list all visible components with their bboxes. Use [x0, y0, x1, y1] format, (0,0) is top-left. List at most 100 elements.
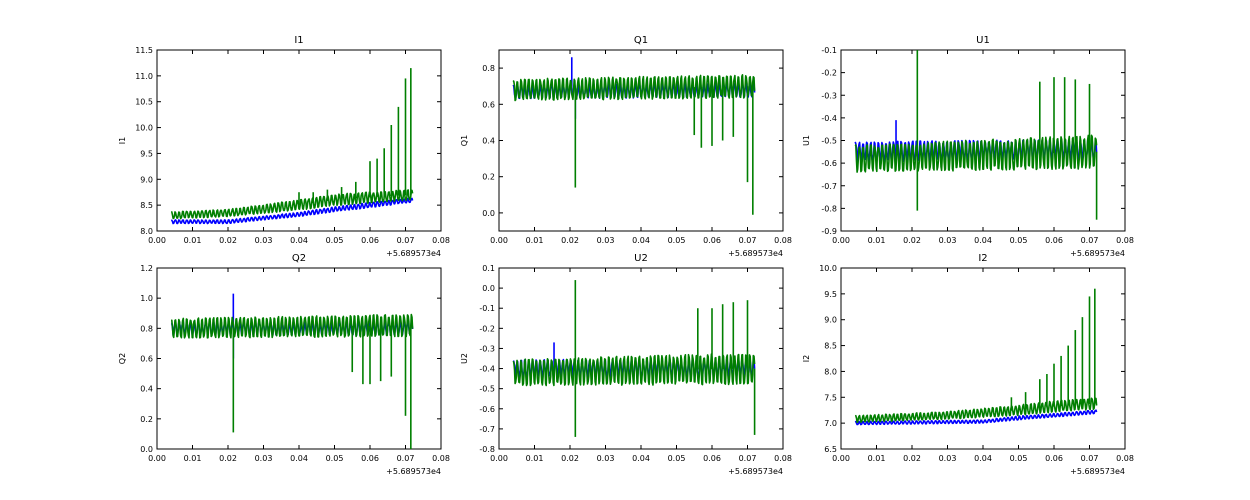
subplot-title: I1	[294, 35, 303, 46]
x-tick-label: 0.00	[148, 236, 166, 245]
y-axis-label: U2	[460, 353, 469, 364]
x-tick-label: 0.05	[668, 236, 686, 245]
y-tick-label: 10.0	[819, 264, 837, 273]
plot-area	[156, 267, 442, 450]
y-tick-label: 0.8	[140, 324, 153, 333]
x-tick-label: 0.04	[632, 236, 650, 245]
x-offset-label: +5.689573e4	[386, 249, 441, 258]
x-tick-label: 0.01	[526, 454, 544, 463]
x-tick-label: 0.08	[1116, 454, 1134, 463]
y-axis-label: U1	[802, 135, 811, 146]
y-tick-label: 0.4	[140, 385, 153, 394]
x-offset-label: +5.689573e4	[728, 249, 783, 258]
subplot-q1: 0.00 0.01 0.02 0.03 0.04 0.05 0.06 0.07 0.08 0.0 0…	[460, 35, 792, 258]
y-axis-label: Q1	[460, 135, 469, 146]
x-tick-label: 0.00	[832, 454, 850, 463]
x-tick-label: 0.04	[632, 454, 650, 463]
x-tick-label: 0.03	[597, 454, 615, 463]
y-tick-label: -0.3	[479, 344, 495, 353]
y-tick-label: 11.0	[135, 72, 153, 81]
y-tick-label: -0.4	[479, 365, 495, 374]
x-tick-label: 0.05	[1010, 454, 1028, 463]
x-tick-label: 0.01	[868, 236, 886, 245]
y-tick-label: 8.0	[140, 227, 153, 236]
x-tick-label: 0.01	[526, 236, 544, 245]
x-tick-label: 0.04	[974, 236, 992, 245]
y-tick-label: 0.0	[482, 209, 495, 218]
subplot-q2: 0.00 0.01 0.02 0.03 0.04 0.05 0.06 0.07 0.08 0.0 0…	[118, 253, 450, 476]
y-tick-label: 0.4	[482, 137, 495, 146]
plot-area	[498, 49, 784, 232]
y-tick-label: 10.0	[135, 124, 153, 133]
x-tick-label: 0.03	[939, 454, 957, 463]
y-tick-label: 7.0	[824, 419, 837, 428]
x-tick-label: 0.07	[1081, 236, 1099, 245]
x-tick-label: 0.08	[1116, 236, 1134, 245]
x-tick-label: 0.07	[739, 454, 757, 463]
subplot-i2: 0.00 0.01 0.02 0.03 0.04 0.05 0.06 0.07 0.08 6.5 7…	[802, 253, 1134, 476]
y-tick-label: -0.9	[821, 227, 837, 236]
x-tick-label: 0.00	[148, 454, 166, 463]
y-tick-label: -0.8	[821, 204, 837, 213]
x-tick-label: 0.04	[290, 236, 308, 245]
y-tick-label: 0.6	[140, 355, 153, 364]
x-tick-label: 0.03	[255, 454, 273, 463]
x-tick-label: 0.06	[703, 454, 721, 463]
x-tick-label: 0.05	[668, 454, 686, 463]
y-tick-label: 0.1	[482, 264, 495, 273]
x-tick-label: 0.02	[561, 454, 579, 463]
y-tick-label: 9.0	[824, 316, 837, 325]
x-tick-label: 0.02	[561, 236, 579, 245]
y-tick-label: 11.5	[135, 46, 153, 55]
y-tick-label: -0.6	[479, 405, 495, 414]
x-tick-label: 0.06	[361, 454, 379, 463]
y-tick-label: 0.0	[482, 284, 495, 293]
x-offset-label: +5.689573e4	[1070, 467, 1125, 476]
y-tick-label: 1.2	[140, 264, 153, 273]
x-tick-label: 0.08	[774, 454, 792, 463]
x-tick-label: 0.08	[774, 236, 792, 245]
x-tick-label: 0.08	[432, 236, 450, 245]
plot-area	[840, 49, 1126, 232]
y-axis-label: I2	[802, 355, 811, 362]
y-tick-label: -0.8	[479, 445, 495, 454]
series-green-line	[512, 353, 756, 387]
y-tick-label: 1.0	[140, 294, 153, 303]
y-tick-label: 8.5	[140, 201, 153, 210]
x-tick-label: 0.01	[184, 236, 202, 245]
y-tick-label: 7.5	[824, 393, 837, 402]
x-tick-label: 0.08	[432, 454, 450, 463]
subplot-i1: 0.00 0.01 0.02 0.03 0.04 0.05 0.06 0.07 0.08 8.0 8…	[118, 35, 450, 258]
x-tick-label: 0.06	[361, 236, 379, 245]
y-tick-label: 0.2	[482, 173, 495, 182]
x-tick-label: 0.05	[1010, 236, 1028, 245]
y-tick-label: 0.6	[482, 100, 495, 109]
y-tick-label: -0.3	[821, 91, 837, 100]
subplot-title: I2	[978, 253, 987, 264]
y-tick-label: 0.8	[482, 64, 495, 73]
y-tick-label: -0.2	[821, 69, 837, 78]
y-tick-label: 9.5	[140, 149, 153, 158]
x-offset-label: +5.689573e4	[728, 467, 783, 476]
y-tick-label: 9.0	[140, 175, 153, 184]
subplot-title: U1	[976, 35, 990, 46]
series-green-line	[170, 189, 414, 220]
y-tick-label: -0.5	[479, 385, 495, 394]
y-tick-label: -0.5	[821, 137, 837, 146]
y-axis-label: Q2	[118, 353, 127, 364]
y-tick-label: 6.5	[824, 445, 837, 454]
x-offset-label: +5.689573e4	[1070, 249, 1125, 258]
plot-area	[498, 267, 784, 450]
x-tick-label: 0.01	[868, 454, 886, 463]
y-tick-label: 10.5	[135, 98, 153, 107]
y-tick-label: 8.5	[824, 342, 837, 351]
x-tick-label: 0.04	[290, 454, 308, 463]
x-tick-label: 0.04	[974, 454, 992, 463]
y-tick-label: -0.1	[479, 304, 495, 313]
x-tick-label: 0.02	[219, 236, 237, 245]
y-tick-label: -0.6	[821, 159, 837, 168]
series-green-line	[854, 397, 1098, 423]
y-tick-label: 8.0	[824, 367, 837, 376]
subplot-u2: 0.00 0.01 0.02 0.03 0.04 0.05 0.06 0.07 0.08 -0.8…	[460, 253, 792, 476]
